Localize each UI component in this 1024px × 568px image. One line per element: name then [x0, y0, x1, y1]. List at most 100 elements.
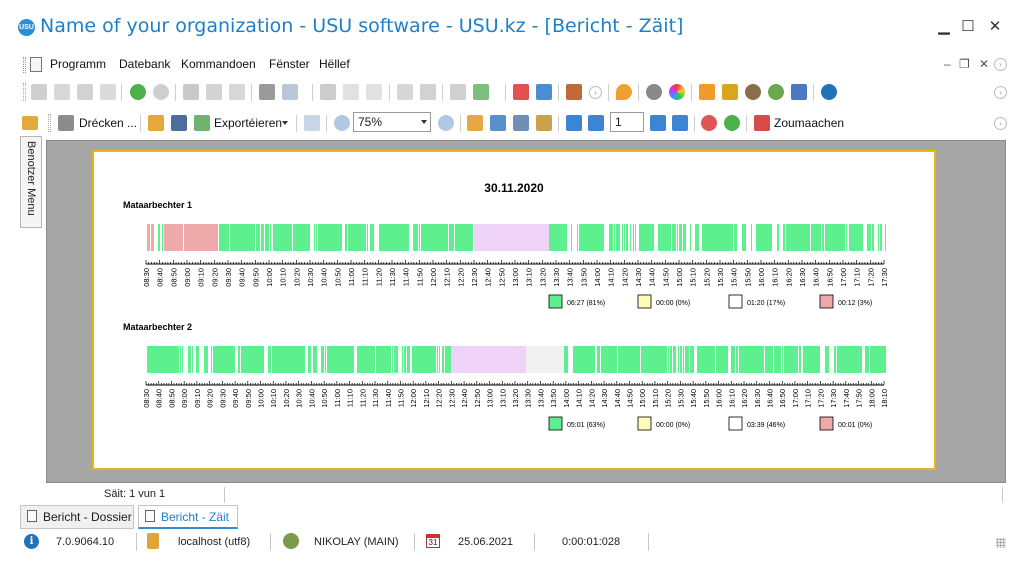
activity-segment	[147, 346, 179, 373]
edit-record-icon[interactable]	[77, 84, 93, 100]
menu-datebank[interactable]: Datebank	[119, 57, 171, 71]
columns-icon[interactable]	[397, 84, 413, 100]
stop-icon[interactable]	[701, 115, 717, 131]
arrow-circle-icon[interactable]: ›	[589, 86, 602, 99]
tick-label: 11:20	[358, 389, 367, 407]
image-icon[interactable]	[282, 84, 298, 100]
filter-icon[interactable]	[183, 84, 199, 100]
tick-label: 09:20	[206, 389, 215, 408]
resize-grip[interactable]	[996, 538, 1006, 548]
new-window-icon[interactable]	[513, 84, 529, 100]
menu-kommandoen[interactable]: Kommandoen	[181, 57, 256, 71]
mdi-minimize-button[interactable]: ‒	[944, 57, 951, 71]
multipage-icon[interactable]	[513, 115, 529, 131]
activity-segment	[455, 224, 473, 251]
activity-segment	[736, 346, 738, 373]
refresh-report-icon[interactable]	[724, 115, 740, 131]
expand-down-icon[interactable]	[343, 84, 359, 100]
tick-label: 12:00	[409, 389, 418, 408]
tree-icon[interactable]	[467, 115, 483, 131]
close-window-icon[interactable]	[536, 84, 552, 100]
export-icon[interactable]	[194, 115, 210, 131]
tick-label: 15:20	[702, 268, 711, 287]
copy-record-icon[interactable]	[54, 84, 70, 100]
tick-label: 09:40	[238, 268, 247, 287]
refresh-icon[interactable]	[130, 84, 146, 100]
info-toolbar-icon[interactable]	[821, 84, 837, 100]
tick-label: 16:00	[757, 268, 766, 287]
toolbar-grip[interactable]	[48, 114, 51, 132]
maximize-button[interactable]: ☐	[961, 18, 975, 35]
toolbar1-overflow-button[interactable]: ›	[994, 86, 1007, 99]
menu-programm[interactable]: Programm	[50, 57, 107, 71]
exit-icon[interactable]	[566, 84, 582, 100]
excel-icon[interactable]	[473, 84, 489, 100]
last-page-icon[interactable]	[672, 115, 688, 131]
tick-label: 14:40	[648, 268, 657, 287]
delete-record-icon[interactable]	[100, 84, 116, 100]
page-number-input[interactable]: 1	[610, 112, 644, 132]
tab-bericht-zait[interactable]: Bericht - Zäit	[138, 505, 238, 529]
pen-icon[interactable]	[791, 84, 807, 100]
zoom-select[interactable]: 75%	[353, 112, 431, 132]
add-record-icon[interactable]	[31, 84, 47, 100]
rss-icon[interactable]	[699, 84, 715, 100]
search-icon[interactable]	[153, 84, 169, 100]
users-icon[interactable]	[768, 84, 784, 100]
menu-overflow-button[interactable]: ›	[994, 58, 1007, 71]
activity-segment	[690, 224, 691, 251]
mdi-restore-button[interactable]: ❐	[959, 57, 970, 71]
mdi-close-button[interactable]: ✕	[979, 57, 990, 71]
user-menu-tab[interactable]: Benotzer Menu	[20, 136, 42, 228]
collapse-up-icon[interactable]	[366, 84, 382, 100]
flag-icon[interactable]	[259, 84, 275, 100]
page-setup-icon[interactable]	[304, 115, 320, 131]
export-button[interactable]: Exportéieren	[214, 116, 283, 130]
tick-label: 11:30	[371, 389, 380, 407]
print-button[interactable]: Drécken ...	[79, 116, 138, 130]
page-status-bar: Säit: 1 vun 1	[0, 485, 1024, 505]
folder-icon[interactable]	[22, 116, 38, 130]
save-icon[interactable]	[171, 115, 187, 131]
window-title: Name of your organization - USU software…	[40, 15, 684, 37]
note-icon[interactable]	[420, 84, 436, 100]
close-report-icon[interactable]	[754, 115, 770, 131]
filter-settings-icon[interactable]	[229, 84, 245, 100]
close-report-button[interactable]: Zoumaachen	[774, 116, 845, 130]
color-wheel-icon[interactable]	[669, 84, 685, 100]
edit-report-icon[interactable]	[536, 115, 552, 131]
toolbar2-overflow-button[interactable]: ›	[994, 117, 1007, 130]
tick-label: 13:30	[552, 268, 561, 287]
group-icon[interactable]	[320, 84, 336, 100]
menu-grip[interactable]	[23, 57, 26, 73]
menu-hellef[interactable]: Hëllef	[319, 57, 350, 71]
next-page-icon[interactable]	[650, 115, 666, 131]
chevron-down-icon[interactable]	[421, 120, 427, 124]
zoom-in-icon[interactable]	[334, 115, 350, 131]
open-folder-icon[interactable]	[148, 115, 164, 131]
first-page-icon[interactable]	[566, 115, 582, 131]
printer-icon[interactable]	[58, 115, 74, 131]
report-date: 30.11.2020	[484, 181, 544, 195]
tick-label: 08:40	[155, 389, 164, 408]
activity-segment	[180, 346, 181, 373]
previous-page-icon[interactable]	[588, 115, 604, 131]
minimize-button[interactable]: ▁	[938, 18, 950, 35]
export-dropdown-icon[interactable]	[282, 121, 288, 125]
gear-icon[interactable]	[646, 84, 662, 100]
toolbar-separator	[558, 115, 559, 132]
import-icon[interactable]	[450, 84, 466, 100]
tick-label: 16:10	[727, 389, 736, 408]
user-icon[interactable]	[745, 84, 761, 100]
close-button[interactable]: ✕	[988, 18, 1002, 35]
menu-fenster[interactable]: Fënster	[269, 57, 310, 71]
info-icon[interactable]: i	[24, 534, 39, 549]
filter-clear-icon[interactable]	[206, 84, 222, 100]
zoom-out-icon[interactable]	[438, 115, 454, 131]
toolbar-grip[interactable]	[23, 83, 26, 101]
lock-icon[interactable]	[722, 84, 738, 100]
tab-bericht-dossier[interactable]: Bericht - Dossier	[20, 505, 134, 529]
layout-icon[interactable]	[490, 115, 506, 131]
legend-label: 00:00 (0%)	[656, 422, 690, 429]
map-pin-icon[interactable]	[616, 84, 632, 100]
